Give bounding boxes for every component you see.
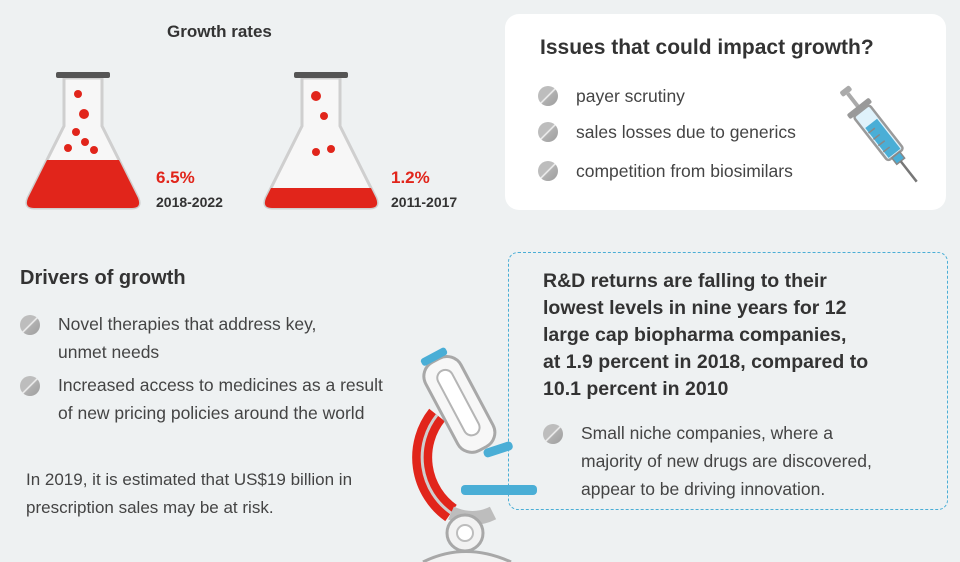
bullet-icon — [538, 86, 558, 106]
flask-icon — [263, 72, 379, 210]
flask-icon — [25, 72, 141, 210]
list-item: competition from biosimilars — [538, 157, 793, 185]
list-item: Increased access to medicines as a resul… — [20, 371, 383, 427]
flask-fill — [26, 160, 140, 208]
growth-period-1: 2018-2022 — [156, 194, 223, 210]
issue-text: payer scrutiny — [576, 86, 685, 106]
rd-returns-card: R&D returns are falling to their lowest … — [508, 252, 948, 510]
rd-bullet-text: Small niche companies, where a majority … — [581, 423, 872, 499]
driver-text: Novel therapies that address key, unmet … — [58, 314, 317, 362]
issue-text: competition from biosimilars — [576, 161, 793, 181]
list-item: Novel therapies that address key, unmet … — [20, 310, 316, 366]
growth-rates-title: Growth rates — [167, 22, 272, 41]
bullet-icon — [538, 161, 558, 181]
rd-headline: R&D returns are falling to their lowest … — [543, 270, 869, 400]
bullet-icon — [543, 424, 563, 444]
issue-text: sales losses due to generics — [576, 122, 796, 142]
list-item: sales losses due to generics — [538, 118, 796, 146]
risk-note: In 2019, it is estimated that US$19 bill… — [26, 470, 353, 517]
bullet-icon — [20, 315, 40, 335]
microscope-icon — [412, 347, 537, 562]
growth-percent-2: 1.2% — [391, 168, 430, 187]
bullet-icon — [20, 376, 40, 396]
bullet-icon — [538, 122, 558, 142]
syringe-icon — [840, 85, 918, 183]
list-item: payer scrutiny — [538, 82, 685, 110]
growth-percent-1: 6.5% — [156, 168, 195, 187]
issues-title: Issues that could impact growth? — [540, 36, 874, 59]
growth-period-2: 2011-2017 — [391, 194, 458, 210]
drivers-title: Drivers of growth — [20, 267, 186, 289]
flask-fill — [264, 188, 378, 208]
driver-text: Increased access to medicines as a resul… — [58, 375, 383, 423]
issues-card: Issues that could impact growth? payer s… — [505, 14, 946, 210]
list-item: Small niche companies, where a majority … — [543, 419, 872, 503]
